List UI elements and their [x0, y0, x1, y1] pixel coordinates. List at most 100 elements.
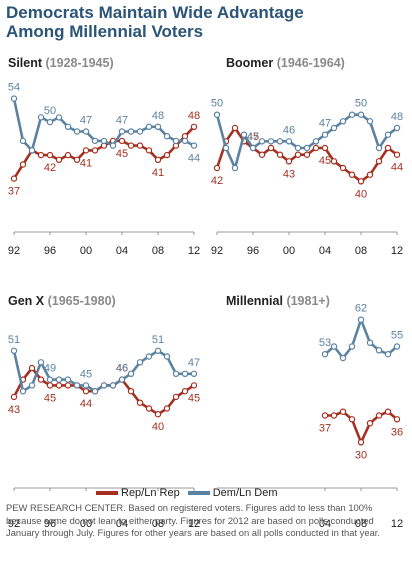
data-point-dem-0-1993 — [19, 137, 27, 145]
data-point-dem-2-1998 — [64, 376, 72, 383]
x-tick-label-1-0: 92 — [211, 245, 223, 257]
x-tick-label-2-2: 00 — [80, 518, 92, 530]
panel-name-0: Silent — [8, 56, 46, 70]
data-point-dem-2-1999 — [73, 382, 81, 389]
data-point-dem-3-2004 — [321, 351, 329, 358]
legend: Rep/Ln Rep Dem/Ln Dem — [96, 487, 286, 499]
data-point-dem-2-1997 — [55, 376, 63, 383]
data-point-dem-0-1998 — [64, 123, 72, 131]
legend-label-dem: Dem/Ln Dem — [212, 487, 278, 499]
data-point-dem-2-1995 — [37, 359, 45, 366]
data-point-dem-1-1993 — [222, 144, 230, 152]
data-label-dem-1-1: 47 — [247, 131, 259, 143]
data-point-dem-1-1996 — [249, 144, 257, 152]
data-label-dem-2-2: 45 — [80, 368, 92, 380]
data-point-rep-3-2007 — [348, 416, 356, 423]
data-label-rep-2-1: 45 — [44, 392, 56, 404]
panel-years-3: (1981+) — [286, 294, 329, 308]
data-point-dem-0-2011 — [181, 137, 189, 145]
data-point-rep-1-2001 — [294, 151, 302, 158]
data-point-dem-3-2008 — [357, 316, 365, 323]
data-point-dem-0-1992 — [10, 95, 18, 102]
data-label-rep-2-4: 40 — [152, 421, 164, 433]
data-point-dem-0-2012 — [190, 142, 198, 149]
data-point-rep-0-1999 — [73, 156, 81, 163]
data-label-rep-3-1: 30 — [355, 449, 367, 461]
data-label-rep-1-5: 44 — [391, 162, 403, 174]
data-label-dem-1-5: 48 — [391, 111, 403, 123]
data-point-rep-0-2005 — [127, 142, 135, 149]
data-point-dem-1-2004 — [321, 131, 329, 138]
data-point-rep-2-1996 — [46, 382, 54, 389]
x-tick-label-1-5: 12 — [391, 245, 403, 257]
x-tick-label-1-1: 96 — [247, 245, 259, 257]
data-label-rep-0-3: 45 — [116, 148, 128, 160]
data-point-dem-0-1997 — [55, 114, 63, 121]
data-label-rep-1-3: 45 — [319, 155, 331, 167]
data-label-dem-3-2: 55 — [391, 330, 403, 342]
data-point-rep-2-2000 — [82, 388, 90, 395]
data-point-rep-0-1995 — [37, 151, 45, 159]
data-point-rep-2-2011 — [181, 388, 189, 395]
panel-title-1: Boomer (1946-1964) — [226, 56, 345, 70]
panel-name-3: Millennial — [226, 294, 286, 308]
panel-years-2: (1965-1980) — [48, 294, 116, 308]
data-label-rep-3-0: 37 — [319, 423, 331, 435]
data-label-dem-2-4: 51 — [152, 334, 164, 346]
data-point-dem-0-1995 — [37, 114, 45, 121]
data-label-dem-2-3: 46 — [116, 363, 128, 375]
data-point-rep-1-2002 — [303, 151, 311, 158]
data-label-rep-2-0: 43 — [8, 404, 20, 416]
x-tick-label-0-2: 00 — [80, 245, 92, 257]
data-point-dem-1-2005 — [330, 124, 338, 132]
data-label-dem-0-2: 47 — [80, 115, 92, 127]
data-point-dem-0-2009 — [163, 132, 171, 140]
data-point-rep-3-2010 — [375, 412, 383, 419]
data-point-rep-2-1997 — [55, 382, 63, 389]
data-point-rep-0-2009 — [163, 151, 171, 159]
x-tick-label-2-3: 04 — [116, 518, 128, 530]
data-label-rep-1-1: 45 — [247, 131, 259, 143]
data-point-dem-1-2007 — [348, 111, 356, 118]
data-label-dem-2-0: 51 — [8, 334, 20, 346]
data-point-rep-1-1997 — [258, 151, 266, 158]
data-point-dem-1-1997 — [258, 138, 266, 145]
data-point-rep-3-2004 — [321, 412, 329, 419]
data-point-dem-2-2012 — [190, 370, 198, 377]
data-point-dem-0-2002 — [100, 137, 108, 145]
data-label-rep-2-2: 44 — [80, 398, 92, 410]
data-point-rep-0-2007 — [145, 147, 153, 154]
data-point-dem-2-2004 — [118, 376, 126, 383]
data-label-dem-0-4: 48 — [152, 110, 164, 122]
data-label-dem-0-5: 44 — [188, 153, 200, 165]
data-label-rep-2-3: 46 — [116, 363, 128, 375]
data-point-dem-2-2005 — [127, 370, 135, 377]
data-point-rep-0-1997 — [55, 156, 63, 163]
data-label-dem-0-3: 47 — [116, 115, 128, 127]
data-point-rep-0-2008 — [154, 156, 162, 163]
data-point-dem-2-2000 — [82, 382, 90, 389]
data-point-rep-1-2005 — [330, 158, 338, 165]
data-label-dem-1-2: 46 — [283, 124, 295, 136]
data-point-dem-2-2003 — [109, 382, 117, 389]
data-point-dem-1-2010 — [375, 144, 383, 152]
data-point-dem-1-2008 — [357, 111, 365, 118]
data-point-rep-1-1999 — [276, 151, 284, 158]
data-point-rep-2-2009 — [163, 405, 171, 412]
data-point-rep-2-2006 — [136, 399, 144, 406]
data-label-dem-1-3: 47 — [319, 118, 331, 130]
panel-title-0: Silent (1928-1945) — [8, 56, 114, 70]
data-point-dem-1-2006 — [339, 118, 347, 125]
data-label-rep-1-2: 43 — [283, 168, 295, 180]
data-point-dem-0-1996 — [46, 118, 54, 126]
data-point-rep-1-1994 — [231, 124, 239, 132]
x-tick-label-2-4: 08 — [152, 518, 164, 530]
data-point-dem-1-2000 — [285, 138, 293, 145]
data-point-dem-3-2010 — [375, 347, 383, 354]
data-point-rep-1-2006 — [339, 164, 347, 172]
data-point-rep-3-2011 — [384, 408, 392, 415]
data-point-rep-1-1992 — [213, 164, 221, 172]
legend-swatch-dem — [187, 491, 210, 495]
data-point-rep-0-1998 — [64, 151, 72, 159]
